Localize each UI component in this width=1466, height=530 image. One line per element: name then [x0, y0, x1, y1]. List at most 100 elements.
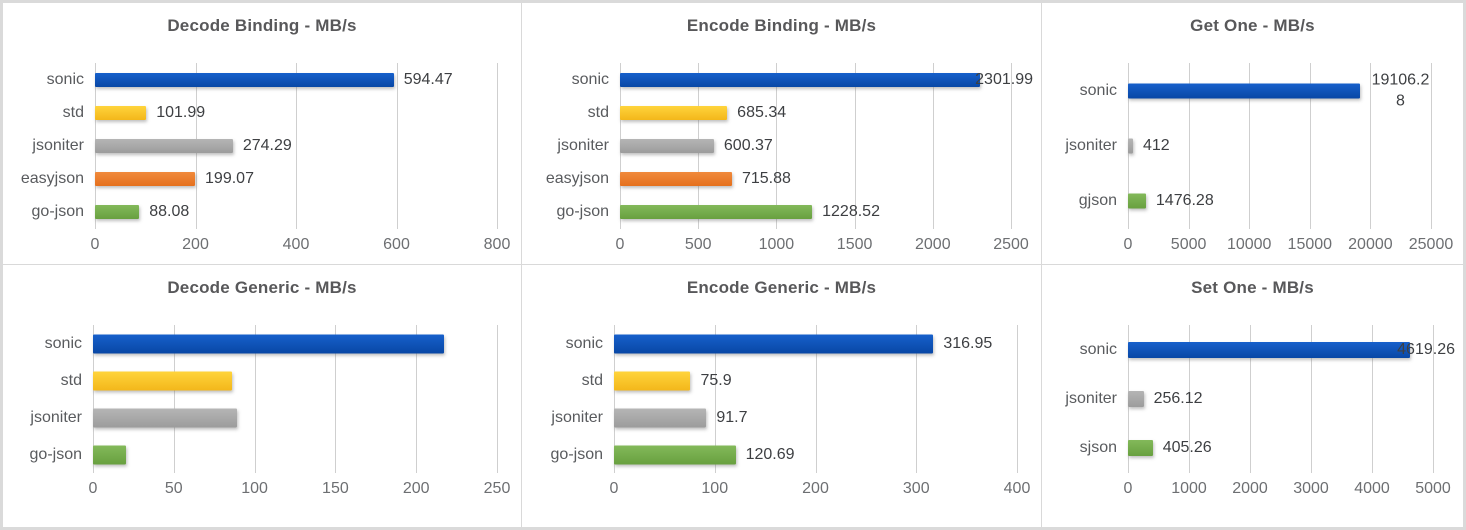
value-label: 685.34 [737, 103, 787, 121]
bar-row-jsoniter: jsoniter 274.29 [32, 129, 497, 162]
gridline [714, 325, 716, 473]
bar-row-go-json: go-json 1228.52 [557, 196, 1011, 229]
x-axis: 0 100 200 300 400 [610, 480, 1031, 506]
axis-tick-label: 500 [684, 236, 712, 253]
category-label: go-json [556, 203, 609, 221]
category-label: jsoniter [1065, 389, 1117, 407]
bar-row-jsoniter: jsoniter 600.37 [557, 129, 1011, 162]
x-axis: 0 5000 10000 15000 20000 25000 [1124, 236, 1454, 262]
axis-tick-label: 15000 [1287, 236, 1333, 253]
gridline [1011, 63, 1012, 229]
value-label: 600.37 [723, 136, 773, 154]
bar-row-std: std 685.34 [588, 96, 1011, 129]
gridline [614, 325, 615, 473]
chart-title: Set One - MB/s [1191, 278, 1314, 297]
gridline [1309, 63, 1311, 229]
gridline [854, 63, 856, 229]
value-label: 412 [1142, 136, 1170, 154]
bar-jsoniter [1128, 138, 1133, 154]
axis-tick-label: 100 [241, 480, 268, 497]
axis-tick-label: 4000 [1354, 480, 1390, 497]
chart-panel-decode-binding[interactable]: Decode Binding - MB/s sonic 594.47 std 101.… [3, 3, 521, 264]
value-label: 1228.52 [822, 203, 880, 221]
axis-tick-label: 50 [164, 480, 183, 497]
bar-row-sonic: sonic 2301.99 [572, 63, 1033, 96]
category-label: std [60, 371, 82, 389]
bar-row-sonic: sonic 316.95 [566, 325, 1017, 362]
chart-panel-encode-generic[interactable]: Encode Generic - MB/s sonic 316.95 std 75.9… [522, 265, 1041, 527]
gridline [497, 63, 498, 229]
bar-row-sonic: sonic 19106.2 8 [1080, 63, 1431, 118]
axis-tick-label: 400 [1003, 480, 1031, 497]
chart-panel-set-one[interactable]: Set One - MB/s sonic 4619.26 jsoniter 256.1… [1042, 265, 1463, 527]
value-label: 199.07 [205, 170, 254, 188]
axis-tick-label: 1000 [758, 236, 795, 253]
axis-tick-label: 400 [282, 236, 310, 253]
bar-jsoniter [95, 138, 233, 153]
chart-title: Decode Generic - MB/s [167, 278, 357, 297]
category-label: sonic [1079, 81, 1117, 99]
bar-row-jsoniter: jsoniter 412 [1065, 118, 1431, 173]
bar-row-sonic: sonic [45, 325, 497, 362]
value-label: 256.12 [1153, 389, 1203, 407]
category-label: go-json [29, 445, 82, 463]
category-label: jsoniter [557, 136, 609, 154]
axis-tick-label: 3000 [1293, 480, 1329, 497]
axis-tick-label: 200 [802, 480, 829, 497]
chart-panel-encode-binding[interactable]: Encode Binding - MB/s sonic 2301.99 std 685… [522, 3, 1041, 264]
axis-tick-label: 10000 [1226, 236, 1272, 253]
value-label: 1476.28 [1155, 192, 1214, 210]
value-label: 120.69 [745, 445, 795, 463]
bar-row-sonic: sonic 594.47 [47, 63, 497, 96]
gridline [1311, 325, 1312, 473]
bar-row-std: std [61, 362, 497, 399]
axis-tick-label: 2000 [915, 236, 951, 253]
axis-tick-label: 2500 [993, 236, 1029, 253]
bar-gjson [1128, 193, 1146, 209]
gridline [1189, 325, 1190, 473]
value-label: 88.08 [149, 203, 190, 221]
bar-jsoniter [614, 408, 707, 427]
gridline [335, 325, 337, 473]
plot-area: sonic 19106.2 8 jsoniter 412 gjson 1476.28 [1065, 63, 1432, 229]
axis-tick-label: 2000 [1232, 480, 1268, 497]
bar-sonic [95, 72, 394, 87]
category-label: easyjson [20, 170, 84, 188]
category-label: sonic [44, 334, 82, 352]
bar-sonic [1128, 341, 1410, 358]
value-label: 274.29 [242, 136, 292, 154]
bar-std [614, 371, 691, 390]
category-label: sjson [1079, 439, 1117, 457]
category-label: jsoniter [32, 136, 84, 154]
axis-tick-label: 5000 [1415, 480, 1451, 497]
gridline [93, 325, 94, 473]
bar-sonic [1128, 83, 1360, 99]
bar-row-easyjson: easyjson 199.07 [21, 163, 497, 196]
bar-go-json [93, 445, 127, 464]
category-label: std [587, 103, 609, 121]
value-label: 101.99 [156, 103, 206, 121]
bar-row-gjson: gjson 1476.28 [1079, 174, 1431, 229]
category-label: gjson [1078, 192, 1117, 210]
chart-panel-decode-generic[interactable]: Decode Generic - MB/s sonic std jsoniter go… [3, 265, 521, 527]
x-axis: 0 500 1000 1500 2000 2500 [616, 236, 1029, 262]
gridline [1017, 325, 1018, 473]
value-label: 19106.2 8 [1371, 71, 1430, 110]
value-label: 91.7 [716, 408, 748, 426]
x-axis: 0 200 400 600 800 [91, 236, 511, 262]
axis-tick-label: 0 [615, 236, 625, 253]
plot-area: sonic 594.47 std 101.99 jsoniter 274.29 easyjs… [21, 63, 498, 229]
gridline [396, 63, 398, 229]
chart-title: Encode Generic - MB/s [686, 278, 877, 297]
bar-row-easyjson: easyjson 715.88 [546, 163, 1011, 196]
plot-area: sonic 4619.26 jsoniter 256.12 sjson 405.26 [1065, 325, 1455, 473]
axis-tick-label: 1500 [836, 236, 873, 253]
value-label: 715.88 [741, 170, 791, 188]
axis-tick-label: 250 [483, 480, 511, 497]
bar-easyjson [620, 172, 732, 187]
x-axis: 0 50 100 150 200 250 [89, 480, 511, 506]
plot-area: sonic std jsoniter go-json [30, 325, 498, 473]
axis-tick-label: 0 [88, 480, 98, 497]
chart-panel-get-one[interactable]: Get One - MB/s sonic 19106.2 8 jsoniter 412… [1042, 3, 1463, 264]
